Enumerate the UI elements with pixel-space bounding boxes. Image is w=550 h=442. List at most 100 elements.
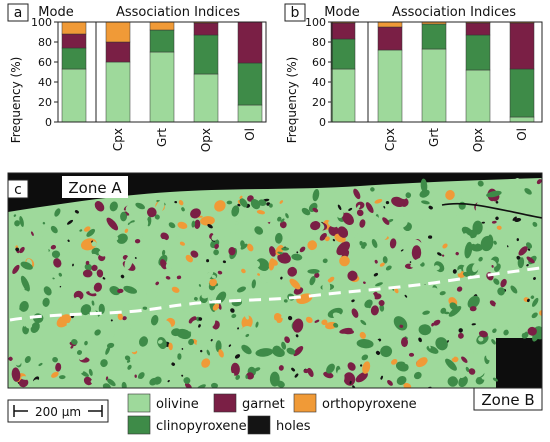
grain-olivine [336,333,342,338]
grain-clinopyroxene [524,188,532,195]
grain-olivine [42,310,46,314]
grain-clinopyroxene [52,277,55,280]
grain-olivine [8,217,15,230]
grain-orthopyroxene [241,268,246,274]
grain-olivine [356,204,361,210]
grain-clinopyroxene [127,364,132,370]
panel-a-plot-frame [57,21,267,123]
panel-a-bar-ol-olivine [237,104,263,123]
grain-garnet [18,378,29,388]
grain-olivine [259,275,271,284]
grain-olivine [506,193,513,198]
grain-olivine [127,336,139,353]
grain-olivine [122,244,127,251]
grain-olivine [370,263,379,273]
grain-olivine [330,208,334,216]
grain-garnet [500,278,507,288]
grain-holes [110,319,113,322]
panel-b-bar-opx-olivine [465,69,491,123]
grain-olivine [336,209,344,219]
grain-clinopyroxene [235,374,241,380]
scale-bar: 200 µm [7,399,109,423]
grain-garnet [12,264,20,274]
grain-olivine [462,187,468,194]
grain-orthopyroxene [257,273,261,276]
grain-clinopyroxene [480,235,494,252]
grain-olivine [125,204,136,214]
grain-holes [495,201,499,204]
grain-garnet [312,207,319,213]
grain-orthopyroxene [51,371,59,378]
grain-holes [15,247,20,252]
grain-clinopyroxene [206,349,211,356]
grain-garnet [155,281,159,286]
grain-clinopyroxene [14,220,21,227]
panel-b-bar-mode-garnet [330,22,356,40]
grain-garnet [518,246,528,256]
grain-olivine [151,350,160,358]
grain-orthopyroxene [209,278,217,287]
grain-olivine [337,369,345,383]
grain-holes [526,264,529,267]
grain-olivine [53,281,64,291]
grain-clinopyroxene [198,284,202,287]
grain-olivine [331,382,342,388]
grain-garnet [337,226,349,238]
grain-olivine [290,237,294,242]
grain-olivine [27,336,31,340]
grain-garnet [134,374,137,378]
grain-holes [533,277,536,280]
grain-garnet [19,246,25,254]
grain-olivine [211,274,216,279]
grain-clinopyroxene [137,372,145,380]
grain-garnet [323,371,334,379]
panel-a-y-tick-label-80: 80 [38,36,52,49]
grain-olivine [117,344,128,353]
grain-garnet [527,326,537,336]
grain-clinopyroxene [255,321,259,328]
grain-olivine [226,363,230,367]
grain-holes [428,235,433,239]
grain-olivine [8,303,13,307]
grain-clinopyroxene [361,354,369,361]
grain-clinopyroxene [52,356,58,363]
grain-olivine [102,238,110,250]
grain-clinopyroxene [109,286,121,296]
grain-olivine [126,215,131,223]
grain-olivine [235,229,243,238]
grain-holes [200,349,203,353]
grain-clinopyroxene [98,303,105,314]
grain-garnet [461,356,468,363]
grain-olivine [445,349,456,360]
grain-clinopyroxene [280,218,285,223]
grain-clinopyroxene [236,286,247,293]
grain-olivine [82,210,88,216]
grain-olivine [25,322,33,329]
grain-olivine [205,318,216,329]
grain-garnet [269,246,276,257]
grain-olivine [301,190,313,204]
grain-olivine [425,292,440,304]
grain-clinopyroxene [71,339,78,345]
grain-olivine [184,284,189,289]
grain-clinopyroxene [94,329,101,336]
grain-garnet [342,212,354,225]
grain-clinopyroxene [307,268,320,274]
grain-olivine [513,178,522,188]
grain-garnet [279,221,287,229]
grain-olivine [333,197,344,204]
grain-olivine [15,359,22,366]
grain-olivine [223,381,230,388]
phase-map-crack [441,202,542,219]
grain-clinopyroxene [19,304,23,311]
grain-clinopyroxene [42,297,50,307]
panel-a-mode-header: Mode [38,5,73,20]
grain-garnet [292,318,304,333]
grain-olivine [297,261,302,265]
grain-olivine [104,272,112,280]
grain-orthopyroxene [83,226,91,232]
grain-clinopyroxene [419,189,430,198]
grain-olivine [32,296,40,306]
grain-olivine [332,312,345,323]
grain-olivine [421,284,430,291]
